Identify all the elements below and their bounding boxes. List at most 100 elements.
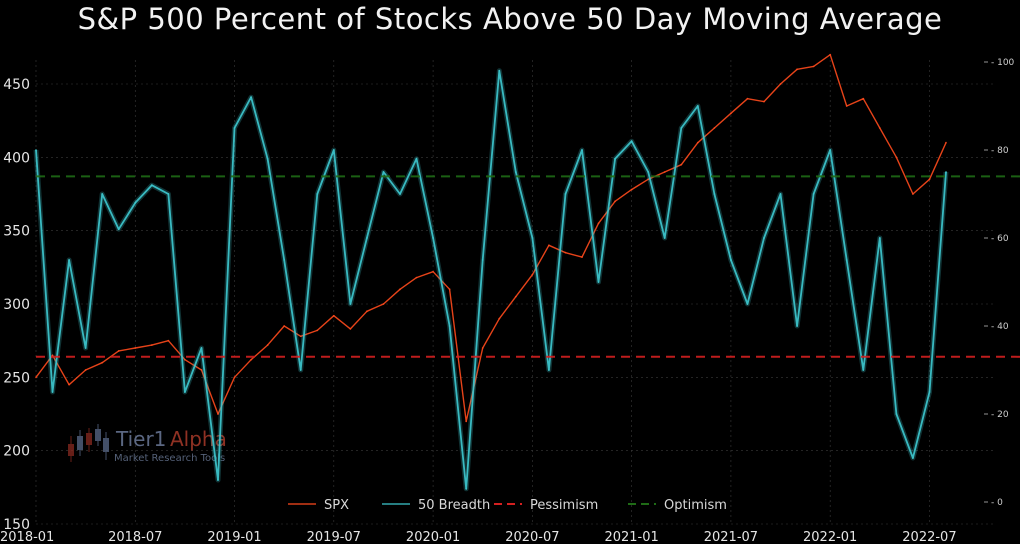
data-point (928, 391, 931, 393)
data-point (812, 65, 815, 68)
x-tick-label: 2018-07 (108, 530, 162, 544)
data-point (845, 105, 848, 107)
data-point (217, 413, 219, 415)
data-point (101, 361, 104, 364)
data-point (862, 369, 865, 371)
data-point (184, 358, 186, 361)
x-axis: 2018-01 2018-07 2019-01 2019-07 2020-01 2020-… (0, 530, 957, 544)
x-tick-label: 2020-01 (406, 530, 460, 544)
data-point (895, 413, 898, 415)
data-point (928, 178, 931, 181)
data-point (862, 97, 865, 100)
data-point (481, 347, 484, 349)
data-point (448, 288, 451, 291)
data-point (35, 149, 37, 151)
data-point (548, 369, 550, 371)
data-point (713, 127, 716, 129)
data-point (895, 156, 898, 159)
data-point (647, 171, 650, 173)
x-tick-label: 2018-01 (0, 530, 54, 544)
data-point (945, 141, 947, 144)
data-point (415, 276, 418, 279)
data-point (829, 53, 832, 56)
left-tick-label: 400 (3, 150, 30, 166)
data-point (465, 487, 468, 490)
data-point (51, 354, 54, 357)
right-tick-label: - 20 (991, 410, 1009, 420)
data-point (448, 325, 451, 327)
data-point (432, 270, 434, 273)
data-point (332, 149, 335, 151)
data-point (663, 171, 666, 173)
right-axis: - 0 - 20 - 40 - 60 - 80 - 100 (984, 58, 1015, 508)
legend-label-3: Optimism (664, 498, 727, 513)
data-point (217, 479, 219, 481)
data-point (84, 347, 87, 349)
data-point (481, 259, 484, 261)
x-tick-label: 2022-07 (902, 530, 956, 544)
data-point (366, 237, 368, 239)
data-point (117, 350, 120, 352)
data-point (382, 303, 385, 305)
data-point (101, 193, 104, 195)
data-point (266, 344, 269, 346)
data-point (597, 222, 600, 225)
data-point (200, 369, 203, 371)
data-point (730, 259, 732, 261)
candlestick-icon (68, 424, 109, 462)
data-point (117, 228, 120, 231)
data-point (779, 193, 782, 195)
data-point (233, 127, 236, 129)
data-point (349, 303, 352, 305)
left-tick-label: 150 (3, 517, 30, 533)
data-point (531, 273, 534, 276)
data-point (647, 178, 650, 181)
data-point (35, 376, 37, 379)
right-tick-label: - 40 (991, 322, 1009, 332)
x-tick-label: 2021-07 (704, 530, 758, 544)
series-line-1 (35, 69, 947, 490)
watermark: Tier1 Alpha Market Research Tools (68, 424, 227, 464)
chart-title: S&P 500 Percent of Stocks Above 50 Day M… (77, 2, 943, 36)
right-tick-label: - 80 (991, 146, 1009, 156)
data-point (763, 237, 765, 239)
data-point (630, 188, 633, 191)
data-point (564, 251, 567, 254)
data-point (548, 244, 550, 247)
data-point (233, 376, 236, 379)
data-point (730, 112, 732, 115)
data-point (614, 200, 616, 203)
data-point (680, 163, 683, 166)
data-point (878, 127, 881, 129)
data-point (299, 335, 302, 338)
legend-label-1: 50 Breadth (418, 498, 490, 513)
data-point (779, 83, 782, 85)
x-tick-label: 2021-01 (604, 530, 658, 544)
data-point (250, 358, 252, 361)
data-point (498, 69, 501, 72)
data-point (696, 105, 699, 107)
gridlines (35, 60, 996, 525)
left-tick-label: 250 (3, 370, 30, 386)
right-tick-label: - 100 (991, 58, 1015, 68)
data-point (812, 193, 815, 195)
data-point (68, 383, 70, 386)
data-point (581, 256, 583, 258)
data-point (316, 193, 319, 195)
data-point (680, 127, 683, 129)
x-tick-label: 2019-01 (207, 530, 261, 544)
data-point (829, 149, 832, 151)
data-point (184, 391, 186, 393)
data-point (696, 141, 699, 144)
data-point (283, 325, 286, 327)
data-point (349, 328, 352, 330)
x-tick-label: 2020-07 (505, 530, 559, 544)
data-point (415, 157, 418, 160)
data-point (945, 171, 947, 173)
data-point (366, 310, 368, 313)
data-point (332, 314, 335, 317)
data-point (763, 100, 765, 103)
watermark-brand: Tier1 (115, 427, 166, 451)
data-point (299, 369, 302, 371)
